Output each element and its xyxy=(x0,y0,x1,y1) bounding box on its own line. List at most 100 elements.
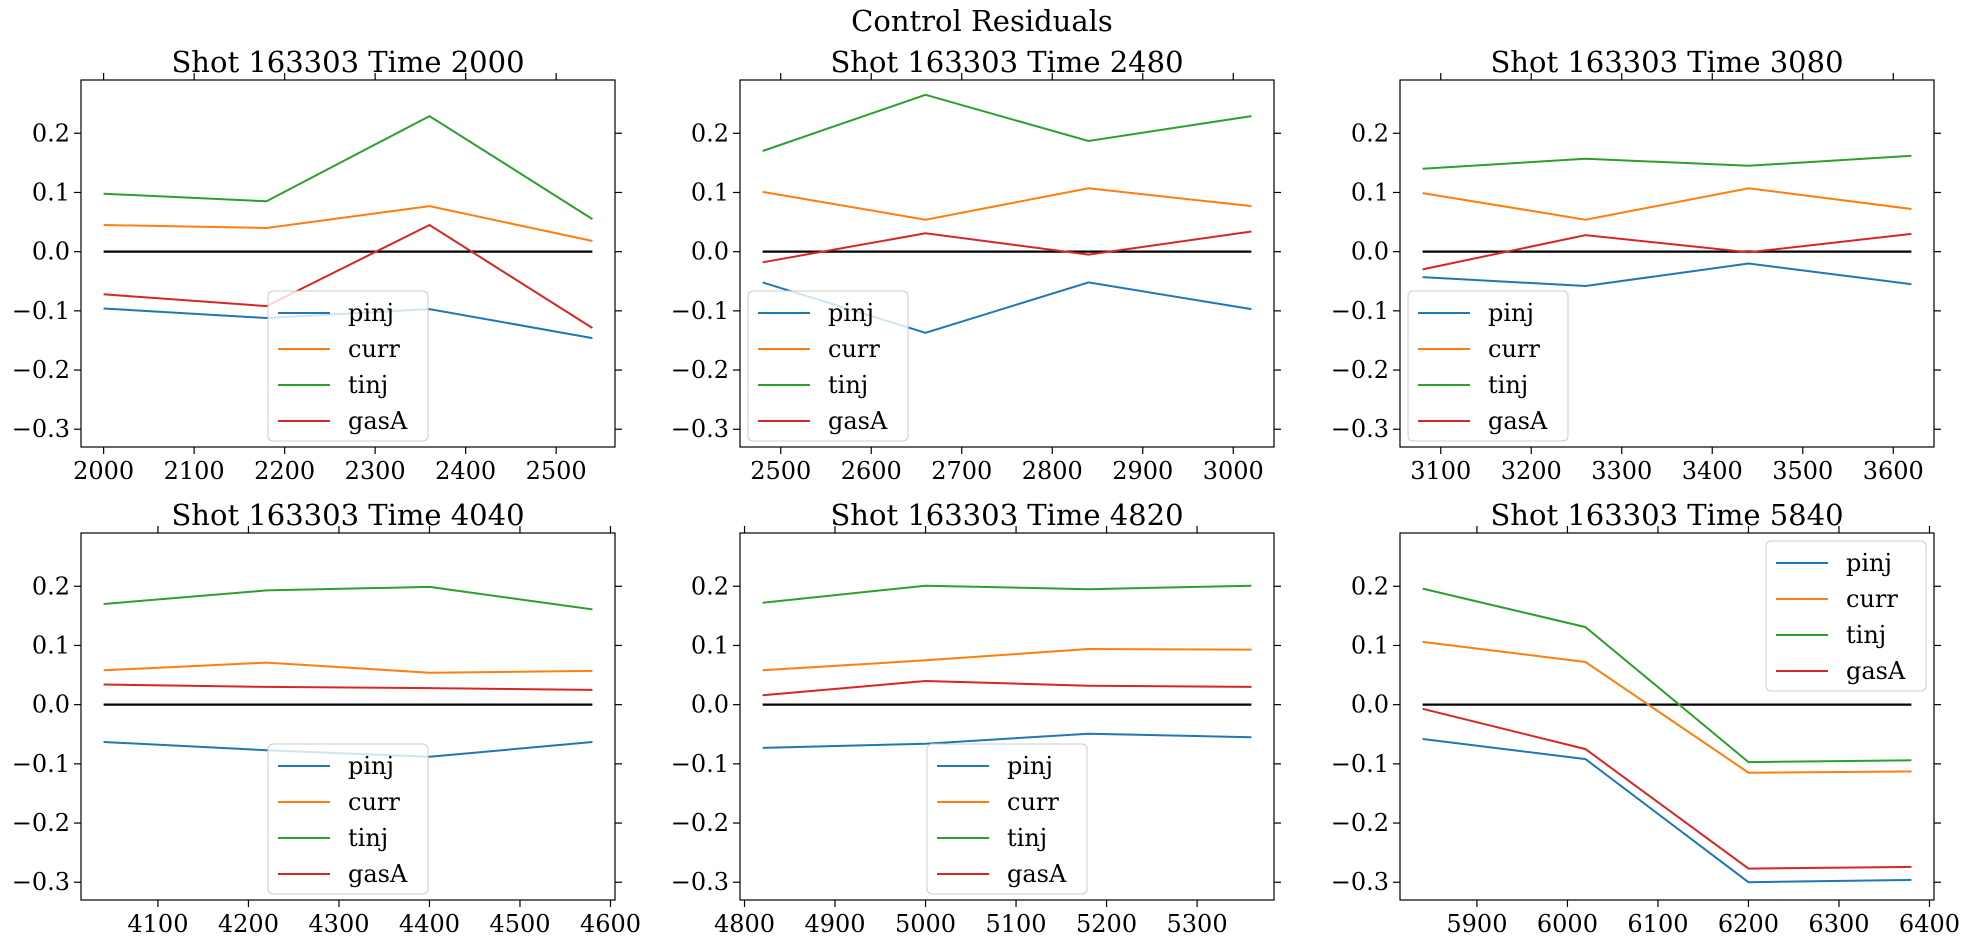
x-tick-label: 4600 xyxy=(580,910,641,938)
x-tick-label: 6300 xyxy=(1808,910,1869,938)
series-line-gasA xyxy=(103,223,593,329)
legend-box xyxy=(267,290,429,442)
legend: pinj curr tinj gasA xyxy=(1765,540,1927,692)
series-line-curr xyxy=(103,661,593,674)
legend-label-gasA: gasA xyxy=(1488,407,1548,435)
legend-label-gasA: gasA xyxy=(348,860,408,888)
axes-frame xyxy=(739,79,1275,448)
subplot-title: Shot 163303 Time 2000 xyxy=(171,45,524,79)
legend-box xyxy=(747,290,909,442)
legend-label-curr: curr xyxy=(1488,335,1540,363)
x-tick-label: 5100 xyxy=(986,910,1047,938)
legend-label-pinj: pinj xyxy=(1007,752,1053,780)
y-tick-label: 0.2 xyxy=(32,572,70,600)
series-line-tinj xyxy=(762,93,1252,152)
y-tick-label: 0.2 xyxy=(691,119,729,147)
x-tick-label: 4100 xyxy=(127,910,188,938)
y-tick-label: −0.3 xyxy=(12,868,70,896)
subplot-grid: Shot 163303 Time 2000 −0.3 −0.2 −0.1 0.0 0.1 0… xyxy=(12,45,1960,938)
x-tick-label: 2800 xyxy=(1022,457,1083,485)
x-tick-label: 4900 xyxy=(804,910,865,938)
x-tick-label: 2300 xyxy=(345,457,406,485)
legend-box xyxy=(267,743,429,895)
x-tick-label: 4300 xyxy=(308,910,369,938)
legend-label-curr: curr xyxy=(828,335,880,363)
series-line-tinj xyxy=(103,585,593,611)
legend-box xyxy=(1765,540,1927,692)
x-tick-label: 3500 xyxy=(1772,457,1833,485)
y-tick-label: 0.1 xyxy=(691,178,729,206)
y-tick-label: 0.0 xyxy=(32,238,70,266)
y-tick-label: −0.3 xyxy=(671,868,729,896)
x-tick-label: 5300 xyxy=(1167,910,1228,938)
legend-label-pinj: pinj xyxy=(348,752,394,780)
legend-label-curr: curr xyxy=(1007,788,1059,816)
series-line-pinj xyxy=(762,732,1252,749)
y-tick-label: 0.1 xyxy=(1351,178,1389,206)
y-tick-label: −0.1 xyxy=(1331,750,1389,778)
x-tick-label: 2000 xyxy=(73,457,134,485)
legend-label-gasA: gasA xyxy=(348,407,408,435)
x-tick-label: 3100 xyxy=(1410,457,1471,485)
legend: pinj curr tinj gasA xyxy=(747,290,909,442)
subplot-title: Shot 163303 Time 5840 xyxy=(1490,498,1843,532)
y-tick-label: −0.1 xyxy=(1331,297,1389,325)
x-tick-label: 5000 xyxy=(895,910,956,938)
series-line-curr xyxy=(1422,640,1912,774)
y-tick-label: 0.1 xyxy=(691,631,729,659)
x-tick-label: 6100 xyxy=(1627,910,1688,938)
legend-box xyxy=(926,743,1088,895)
axes-frame xyxy=(1399,79,1935,448)
legend-label-tinj: tinj xyxy=(1846,621,1886,649)
x-tick-label: 3000 xyxy=(1203,457,1264,485)
y-tick-label: −0.2 xyxy=(671,809,729,837)
subplot-6: Shot 163303 Time 5840 −0.3 −0.2 −0.1 0.0 0.1 0… xyxy=(1331,498,1960,938)
series-line-tinj xyxy=(1422,587,1912,764)
series-line-gasA xyxy=(762,230,1252,264)
y-tick-label: −0.2 xyxy=(12,809,70,837)
y-tick-label: 0.2 xyxy=(32,119,70,147)
y-tick-label: −0.1 xyxy=(671,297,729,325)
x-tick-label: 5200 xyxy=(1076,910,1137,938)
axes-frame xyxy=(80,532,616,901)
subplot-1: Shot 163303 Time 2000 −0.3 −0.2 −0.1 0.0 0.1 0… xyxy=(12,45,622,485)
x-tick-label: 2500 xyxy=(526,457,587,485)
y-tick-label: −0.1 xyxy=(671,750,729,778)
legend-label-pinj: pinj xyxy=(828,299,874,327)
y-tick-label: 0.2 xyxy=(1351,572,1389,600)
legend: pinj curr tinj gasA xyxy=(267,290,429,442)
subplot-2: Shot 163303 Time 2480 −0.3 −0.2 −0.1 0.0 0.1 0… xyxy=(671,45,1281,485)
legend-label-curr: curr xyxy=(1846,585,1898,613)
subplot-3: Shot 163303 Time 3080 −0.3 −0.2 −0.1 0.0 0.1 0… xyxy=(1331,45,1941,485)
series-line-curr xyxy=(762,647,1252,672)
x-tick-label: 3600 xyxy=(1863,457,1924,485)
legend: pinj curr tinj gasA xyxy=(267,743,429,895)
legend-label-curr: curr xyxy=(348,335,400,363)
legend-label-tinj: tinj xyxy=(1488,371,1528,399)
axes-frame xyxy=(1399,532,1935,901)
axes-frame xyxy=(739,532,1275,901)
figure-suptitle: Control Residuals xyxy=(851,4,1113,38)
x-tick-label: 4500 xyxy=(489,910,550,938)
x-tick-label: 2900 xyxy=(1112,457,1173,485)
y-tick-label: 0.2 xyxy=(691,572,729,600)
y-tick-label: 0.1 xyxy=(1351,631,1389,659)
y-tick-label: 0.0 xyxy=(691,238,729,266)
legend-label-pinj: pinj xyxy=(1846,549,1892,577)
x-tick-label: 4400 xyxy=(399,910,460,938)
series-line-pinj xyxy=(1422,738,1912,884)
legend-label-pinj: pinj xyxy=(1488,299,1534,327)
y-tick-label: −0.1 xyxy=(12,297,70,325)
y-tick-label: 0.1 xyxy=(32,631,70,659)
legend-label-tinj: tinj xyxy=(1007,824,1047,852)
legend-label-curr: curr xyxy=(348,788,400,816)
y-tick-label: −0.2 xyxy=(671,356,729,384)
legend: pinj curr tinj gasA xyxy=(1407,290,1569,442)
series-line-tinj xyxy=(762,584,1252,604)
y-tick-label: −0.2 xyxy=(12,356,70,384)
x-tick-label: 6400 xyxy=(1899,910,1960,938)
subplot-title: Shot 163303 Time 4040 xyxy=(171,498,524,532)
series-line-tinj xyxy=(1422,154,1912,170)
legend-label-gasA: gasA xyxy=(828,407,888,435)
subplot-title: Shot 163303 Time 2480 xyxy=(830,45,1183,79)
